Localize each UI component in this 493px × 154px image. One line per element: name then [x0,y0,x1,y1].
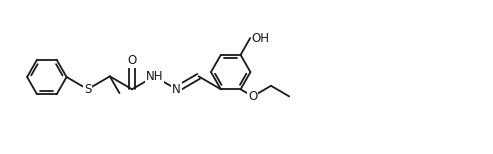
Text: O: O [248,90,257,103]
Text: O: O [127,54,137,67]
Text: N: N [172,83,181,96]
Text: S: S [84,83,91,96]
Text: NH: NH [145,70,163,83]
Text: OH: OH [251,32,269,45]
